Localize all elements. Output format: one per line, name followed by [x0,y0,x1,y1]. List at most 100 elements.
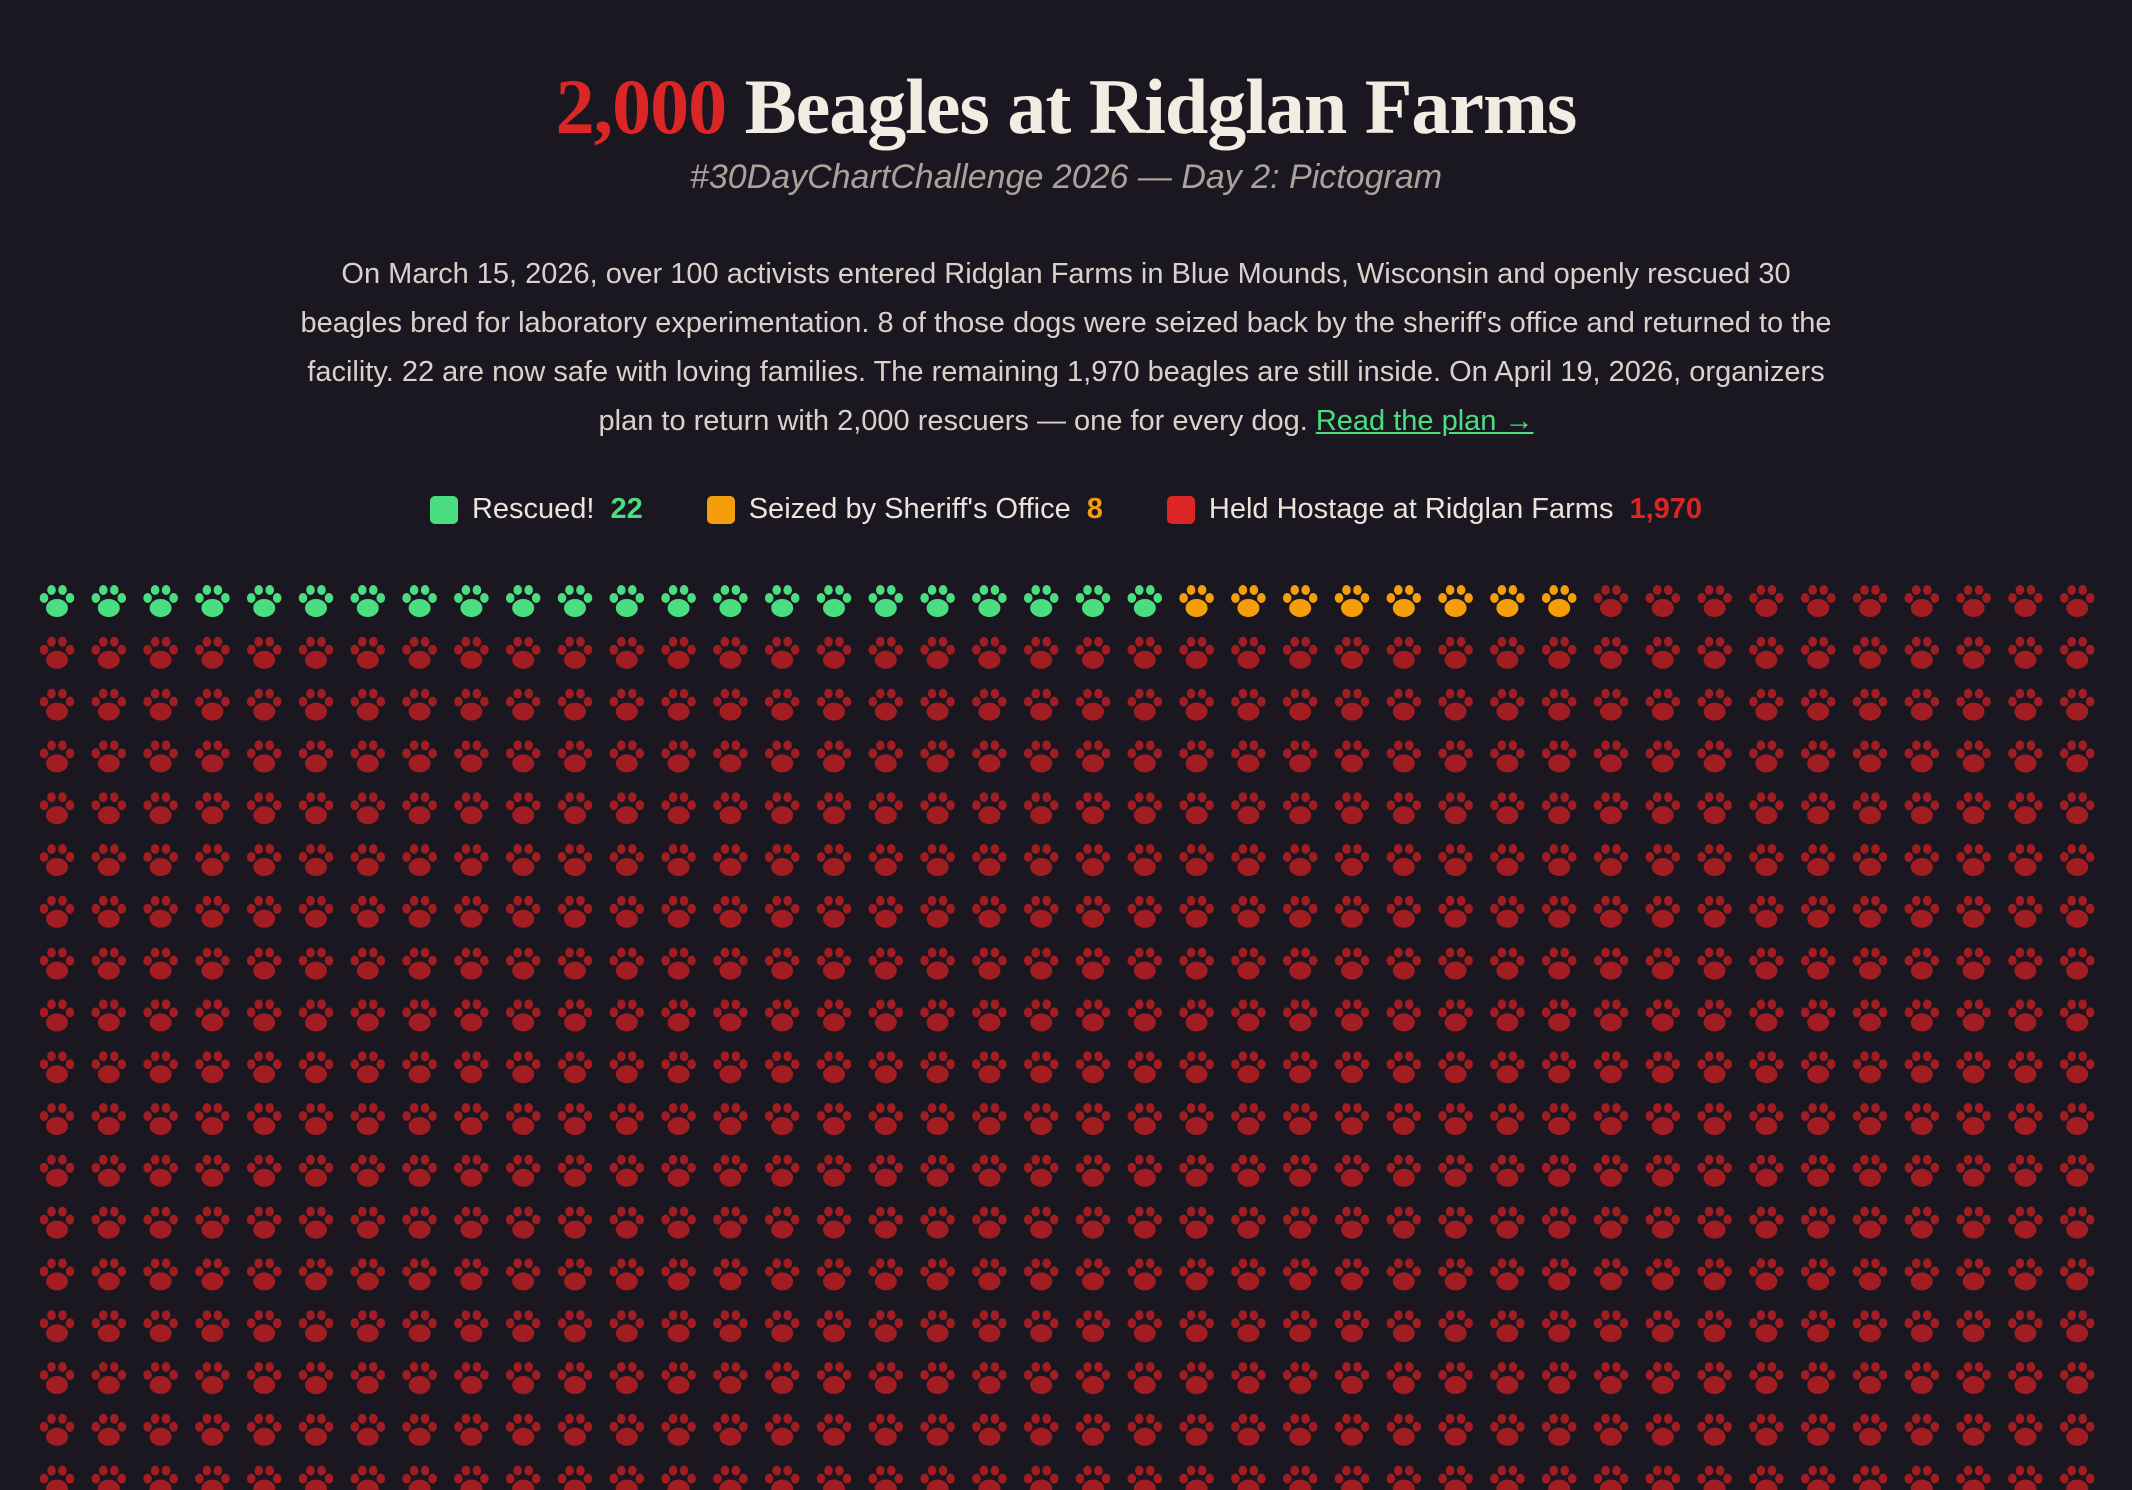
paw-toe [1612,844,1621,854]
paw-pad [667,1427,690,1446]
paw-pad [1962,806,1985,825]
paw-toe [1549,1051,1558,1062]
paw [972,1465,1007,1490]
paw-toe [2026,947,2036,958]
paw-pad [978,1013,1001,1032]
paw-toe [1412,1007,1422,1018]
paw [350,947,386,980]
paw-toe [110,740,119,751]
paw [1800,1206,1836,1239]
paw-toe [868,1370,878,1380]
paw-toe [65,1007,75,1018]
paw [1179,844,1214,876]
paw-toe [1560,1103,1569,1113]
paw-toe [1386,1318,1396,1329]
paw [1127,1362,1163,1394]
paw-toe [783,688,792,699]
paw [1282,740,1318,773]
paw-toe [1282,1162,1292,1173]
paw-toe [628,1413,637,1424]
paw-toe [739,903,748,914]
paw-toe [1464,1318,1473,1329]
legend-swatch [1166,495,1195,524]
paw-toe [1153,903,1163,914]
paw-toe [1715,844,1725,854]
paw [1023,1413,1059,1446]
paw-toe [1749,800,1758,811]
paw-toe [2067,895,2076,906]
paw-toe [1394,1206,1403,1217]
paw-toe [720,1206,730,1217]
paw-toe [428,1318,437,1329]
paw-toe [617,844,626,854]
paw-pad [201,1168,224,1187]
paw-pad [2066,806,2089,825]
paw-pad [408,650,431,669]
paw-toe [920,644,929,655]
paw-pad [926,1168,949,1187]
paw-toe [409,792,419,803]
paw-toe [1800,1318,1810,1329]
paw [1127,1310,1163,1343]
paw [143,895,178,928]
paw-pad [926,1117,949,1135]
paw-toe [1075,800,1085,811]
paw-toe [1249,999,1259,1010]
paw-toe [169,1318,178,1329]
paw-toe [409,1413,419,1424]
paw [454,1465,489,1490]
paw [1852,1362,1888,1394]
paw-pad [1237,1427,1260,1446]
paw-pad [1962,1324,1985,1343]
paw-toe [531,748,541,759]
paw-pad [2014,599,2037,617]
paw-pad [1082,650,1104,669]
paw-toe [628,1310,637,1321]
paw-toe [428,748,437,759]
paw-toe [2078,1103,2087,1113]
paw-toe [1342,585,1351,595]
paw [1231,688,1266,721]
paw [1852,688,1888,721]
paw-toe [324,644,334,655]
paw [609,844,645,876]
paw-toe [1912,585,1921,595]
paw-toe [1645,852,1655,862]
paw [713,1413,748,1446]
paw-toe [1405,1465,1414,1476]
paw-toe [1612,688,1621,699]
paw-toe [979,1362,989,1372]
plan-link[interactable]: Read the plan → [1315,405,1534,437]
paw-toe [2034,1421,2043,1432]
paw-toe [369,1154,378,1165]
paw-toe [428,1370,437,1380]
paw-toe [609,1111,619,1121]
paw [91,1413,127,1446]
paw-toe [583,593,593,603]
paw-toe [2015,740,2025,751]
paw-toe [583,1421,593,1432]
paw-toe [1878,955,1888,966]
paw-toe [39,1007,49,1018]
paw [195,636,230,669]
paw-toe [1083,740,1092,751]
paw-toe [1516,800,1525,811]
paw [39,1154,75,1187]
paw-toe [1412,748,1422,759]
paw-pad [1082,1117,1104,1135]
paw-toe [1808,1258,1817,1269]
paw-toe [1490,696,1499,707]
paw-toe [824,895,833,906]
paw [557,688,593,721]
paw-toe [1516,1266,1525,1277]
paw-pad [1341,1117,1363,1135]
paw-toe [65,1111,75,1121]
paw-toe [1800,748,1810,759]
paw-toe [1179,1318,1188,1329]
paw-toe [927,844,937,854]
paw-toe [1871,1103,1880,1113]
paw-pad [1962,1013,1985,1032]
paw-toe [306,999,315,1010]
paw-toe [1464,1162,1473,1173]
paw-toe [91,1318,101,1329]
